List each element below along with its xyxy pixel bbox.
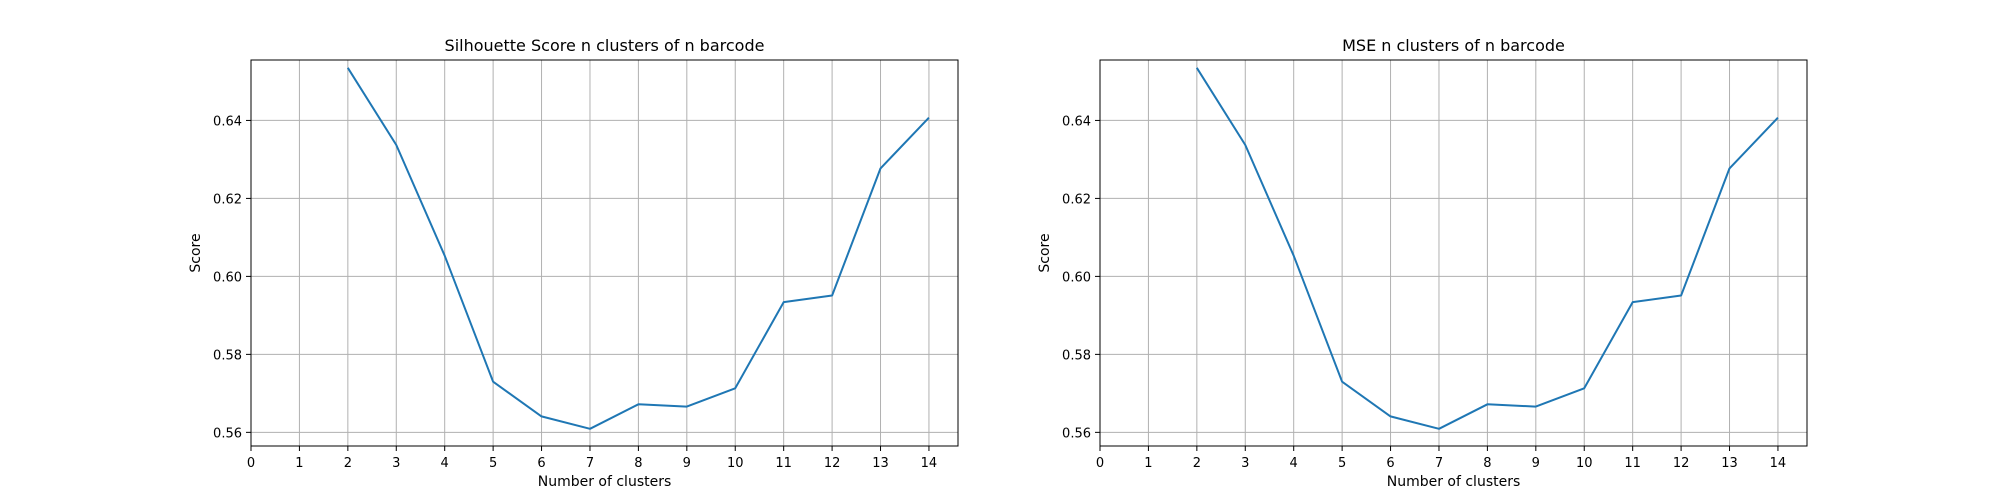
chart-title: Silhouette Score n clusters of n barcode (445, 36, 765, 55)
y-axis: 0.56 0.58 0.60 0.62 0.64 (213, 114, 251, 441)
subplot-silhouette: 0 1 2 3 4 5 6 7 8 9 10 11 12 13 14 0.560.580.600.620.6… (188, 36, 959, 490)
x-tick-label: 7 (586, 456, 594, 471)
x-tick-label: 0 (247, 456, 255, 471)
x-tick-label: 10 (1576, 456, 1593, 471)
x-tick-label: 4 (1290, 456, 1298, 471)
x-tick-label: 5 (489, 456, 497, 471)
x-tick-label: 4 (441, 456, 449, 471)
y-tick-label: 0.58 (1062, 348, 1091, 363)
x-tick-label: 6 (537, 456, 545, 471)
x-tick-label: 10 (727, 456, 744, 471)
x-tick-label: 9 (1532, 456, 1540, 471)
x-tick-label: 13 (1721, 456, 1738, 471)
x-tick-label: 8 (634, 456, 642, 471)
x-axis-label: Number of clusters (538, 474, 672, 490)
x-tick-label: 2 (1193, 456, 1201, 471)
x-tick-label: 14 (1770, 456, 1787, 471)
axes-frame (1099, 59, 1808, 447)
y-tick-label: 0.64 (213, 114, 242, 129)
x-tick-label: 9 (683, 456, 691, 471)
x-tick-label: 11 (775, 456, 792, 471)
x-tick-label: 11 (1624, 456, 1641, 471)
plot-area (1195, 67, 1779, 430)
y-axis-label: Score (1037, 233, 1053, 272)
x-axis: 0 1 2 3 4 5 6 7 8 9 10 11 12 13 14 (1096, 446, 1786, 471)
x-tick-label: 13 (872, 456, 889, 471)
y-tick-label: 0.60 (213, 270, 242, 285)
y-tick-label: 0.56 (1062, 426, 1091, 441)
x-tick-label: 3 (392, 456, 400, 471)
y-tick-label: 0.62 (213, 192, 242, 207)
x-tick-label: 14 (921, 456, 938, 471)
x-tick-label: 7 (1435, 456, 1443, 471)
grid-lines (250, 60, 958, 446)
y-tick-label: 0.58 (213, 348, 242, 363)
x-tick-label: 1 (1144, 456, 1152, 471)
x-tick-label: 5 (1338, 456, 1346, 471)
y-axis-label: Score (188, 233, 204, 272)
x-tick-label: 2 (344, 456, 352, 471)
x-axis-label: Number of clusters (1387, 474, 1521, 490)
y-tick-label: 0.62 (1062, 192, 1091, 207)
x-axis: 0 1 2 3 4 5 6 7 8 9 10 11 12 13 14 (247, 446, 937, 471)
x-tick-label: 8 (1483, 456, 1491, 471)
x-tick-label: 6 (1386, 456, 1394, 471)
x-tick-label: 1 (295, 456, 303, 471)
y-tick-label: 0.56 (213, 426, 242, 441)
subplot-mse: 0 1 2 3 4 5 6 7 8 9 10 11 12 13 14 0.560.580.600.620.6… (1037, 36, 1808, 490)
y-tick-label: 0.60 (1062, 270, 1091, 285)
chart-title: MSE n clusters of n barcode (1342, 36, 1565, 55)
axes-frame (250, 59, 959, 447)
x-tick-label: 12 (824, 456, 841, 471)
x-tick-label: 3 (1241, 456, 1249, 471)
plot-area (346, 67, 930, 430)
y-tick-label: 0.64 (1062, 114, 1091, 129)
x-tick-label: 0 (1096, 456, 1104, 471)
x-tick-label: 12 (1673, 456, 1690, 471)
y-axis: 0.56 0.58 0.60 0.62 0.64 (1062, 114, 1100, 441)
